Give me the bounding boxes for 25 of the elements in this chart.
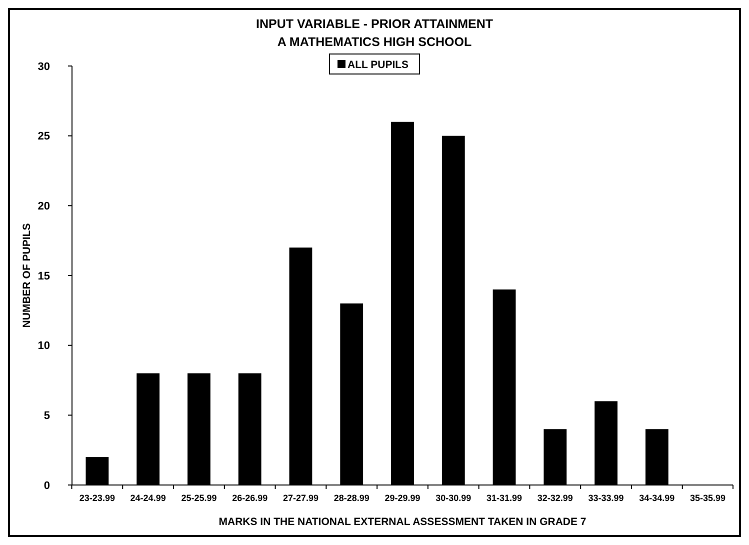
x-tick-label: 29-29.99 [384, 493, 420, 503]
x-tick-label: 23-23.99 [79, 493, 115, 503]
x-tick-label: 30-30.99 [436, 493, 472, 503]
x-tick-label: 25-25.99 [181, 493, 217, 503]
y-tick-label: 10 [38, 340, 50, 352]
y-tick-label: 15 [38, 270, 50, 282]
y-tick-label: 20 [38, 200, 50, 213]
y-tick-label: 5 [44, 410, 50, 422]
chart-subtitle: A MATHEMATICS HIGH SCHOOL [277, 35, 472, 49]
x-tick-label: 35-35.99 [690, 493, 726, 503]
x-axis-title: MARKS IN THE NATIONAL EXTERNAL ASSESSMENT TAKEN IN GRADE 7 [218, 516, 586, 528]
chart-title: INPUT VARIABLE - PRIOR ATTAINMENT [256, 17, 494, 31]
y-tick-label: 30 [38, 60, 50, 73]
x-tick-label: 28-28.99 [334, 493, 370, 503]
legend-label: ALL PUPILS [348, 59, 409, 71]
x-tick-label: 31-31.99 [486, 493, 522, 503]
x-tick-label: 34-34.99 [639, 493, 675, 503]
y-tick-label: 25 [38, 130, 50, 143]
x-tick-label: 27-27.99 [282, 493, 318, 503]
x-tick-label: 33-33.99 [588, 493, 624, 503]
y-axis-title: NUMBER OF PUPILS [21, 223, 33, 328]
y-tick-label: 0 [44, 480, 50, 492]
x-tick-label: 24-24.99 [130, 493, 166, 503]
x-tick-label: 26-26.99 [232, 493, 268, 503]
x-tick-label: 32-32.99 [537, 493, 573, 503]
